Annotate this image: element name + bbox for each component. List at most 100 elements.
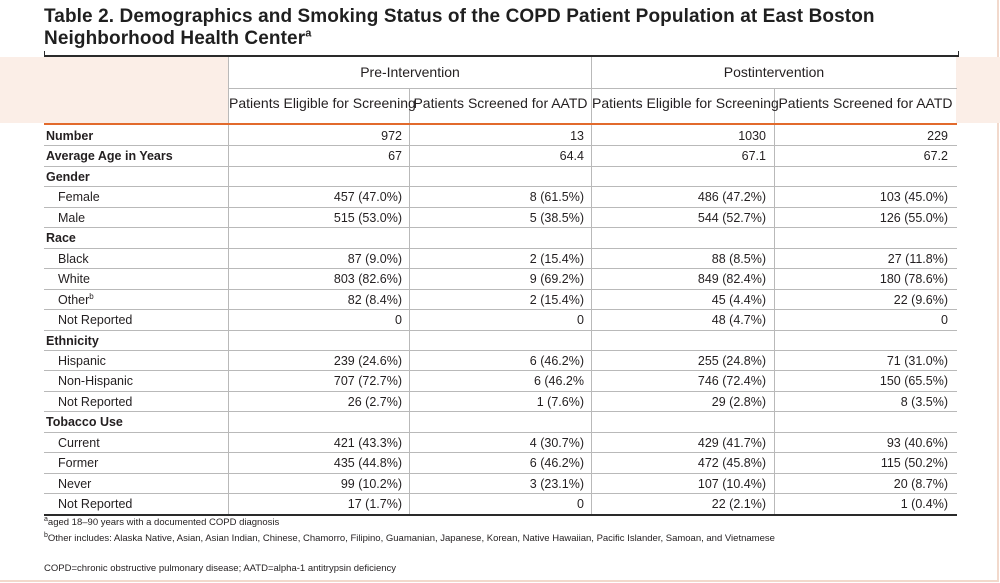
cell-value: 429 (41.7%) [697, 436, 766, 450]
cell-value: 421 (43.3%) [333, 436, 402, 450]
row-separator [44, 289, 957, 290]
footnote-a: aaged 18–90 years with a documented COPD… [44, 515, 279, 528]
table-row: Former 435 (44.8%) 6 (46.2%) 472 (45.8%) 115… [44, 453, 957, 473]
cell-value: 6 (46.2%) [529, 456, 584, 470]
table-row: Otherb 82 (8.4%) 2 (15.4%) 45 (4.4%) 22 (9.6… [44, 290, 957, 310]
row-label-footnote-marker: b [89, 291, 94, 301]
column-header: Patients Eligible for Screening [229, 95, 416, 111]
table-row: Current 421 (43.3%) 4 (30.7%) 429 (41.7%) 93… [44, 433, 957, 453]
footnote-b: bOther includes: Alaska Native, Asian, A… [44, 532, 775, 544]
cell-value: 746 (72.4%) [697, 374, 766, 388]
table-row: Black 87 (9.0%) 2 (15.4%) 88 (8.5%) 27 (11.8… [44, 249, 957, 269]
cell-value: 229 [927, 129, 948, 143]
row-separator [44, 268, 957, 269]
cell-value: 544 (52.7%) [697, 211, 766, 225]
table-row: White 803 (82.6%) 9 (69.2%) 849 (82.4%) 180 … [44, 269, 957, 289]
cell-value: 707 (72.7%) [333, 374, 402, 388]
table-row: Average Age in Years 67 64.4 67.1 67.2 [44, 146, 957, 166]
cell-value: 115 (50.2%) [880, 456, 948, 470]
cell-value: 126 (55.0%) [879, 211, 948, 225]
column-divider [591, 125, 592, 514]
cell-value: 17 (1.7%) [347, 497, 402, 511]
cell-value: 88 (8.5%) [711, 252, 766, 266]
cell-value: 486 (47.2%) [697, 190, 766, 204]
footnote-a-marker: a [44, 515, 48, 523]
title-footnote-marker: a [305, 27, 312, 40]
footnote-b-text: Other includes: Alaska Native, Asian, As… [47, 533, 775, 544]
header-cells-background [229, 57, 956, 123]
table-row: Non-Hispanic 707 (72.7%) 6 (46.2% 746 (72.4… [44, 371, 957, 391]
cell-value: 6 (46.2% [533, 374, 584, 388]
cell-value: 20 (8.7%) [893, 477, 948, 491]
row-label: Non-Hispanic [58, 374, 134, 388]
cell-value: 27 (11.8%) [887, 252, 948, 266]
row-label: Female [58, 190, 100, 204]
bottom-rule [44, 514, 957, 516]
cell-value: 87 (9.0%) [347, 252, 402, 266]
cell-value: 0 [395, 313, 402, 327]
cell-value: 6 (46.2%) [529, 354, 584, 368]
row-label: Ethnicity [46, 334, 99, 348]
cell-value: 150 (65.5%) [879, 374, 948, 388]
row-separator [44, 330, 957, 331]
cell-value: 515 (53.0%) [333, 211, 402, 225]
row-label: Tobacco Use [46, 415, 123, 429]
cell-value: 13 [570, 129, 584, 143]
cell-value: 82 (8.4%) [347, 293, 402, 307]
row-separator [44, 391, 957, 392]
cell-value: 45 (4.4%) [711, 293, 766, 307]
cell-value: 29 (2.8%) [711, 395, 766, 409]
cell-value: 48 (4.7%) [711, 313, 766, 327]
header-divider [228, 57, 229, 123]
cell-value: 2 (15.4%) [529, 252, 584, 266]
table-row: Female 457 (47.0%) 8 (61.5%) 486 (47.2%) 103… [44, 187, 957, 207]
row-label: Other [58, 293, 90, 307]
column-divider [774, 125, 775, 514]
cell-value: 103 (45.0%) [879, 190, 948, 204]
row-separator [44, 370, 957, 371]
cell-value: 1030 [738, 129, 766, 143]
column-divider [228, 125, 229, 514]
cell-value: 457 (47.0%) [333, 190, 402, 204]
group-header-pre-intervention: Pre-Intervention [360, 64, 460, 80]
header-divider [774, 88, 775, 123]
column-divider [409, 125, 410, 514]
section-row: Tobacco Use [44, 412, 957, 432]
cell-value: 255 (24.8%) [697, 354, 766, 368]
row-label: Former [58, 456, 99, 470]
row-separator [44, 227, 957, 228]
cell-value: 22 (2.1%) [711, 497, 766, 511]
section-row: Ethnicity [44, 331, 957, 351]
row-label: Average Age in Years [46, 149, 173, 163]
table-row: Never 99 (10.2%) 3 (23.1%) 107 (10.4%) 20 (8… [44, 474, 957, 494]
row-label: Male [58, 211, 86, 225]
row-label: Not Reported [58, 313, 133, 327]
abbreviations-note: COPD=chronic obstructive pulmonary disea… [44, 563, 397, 574]
cell-value: 435 (44.8%) [333, 456, 402, 470]
cell-value: 26 (2.7%) [347, 395, 402, 409]
top-rule [44, 52, 959, 59]
cell-value: 5 (38.5%) [529, 211, 584, 225]
row-separator [44, 309, 957, 310]
cell-value: 9 (69.2%) [529, 272, 584, 286]
column-header: Patients Screened for AATD [413, 95, 588, 111]
table-row: Not Reported 17 (1.7%) 0 22 (2.1%) 1 (0.4%) [44, 494, 957, 514]
cell-value: 99 (10.2%) [340, 477, 402, 491]
cell-value: 93 (40.6%) [886, 436, 948, 450]
row-separator [44, 473, 957, 474]
row-separator [44, 248, 957, 249]
row-label: Hispanic [58, 354, 106, 368]
table-row: Hispanic 239 (24.6%) 6 (46.2%) 255 (24.8%) 7… [44, 351, 957, 371]
cell-value: 67 [388, 149, 402, 163]
cell-value: 849 (82.4%) [697, 272, 766, 286]
column-header: Patients Screened for AATD [778, 95, 953, 111]
column-header: Patients Eligible for Screening [592, 95, 779, 111]
header-group-underline [229, 88, 957, 89]
cell-value: 67.2 [923, 149, 948, 163]
row-separator [44, 452, 957, 453]
row-label: Never [58, 477, 92, 491]
row-label: White [58, 272, 90, 286]
row-label: Current [58, 436, 100, 450]
row-label: Gender [46, 170, 90, 184]
